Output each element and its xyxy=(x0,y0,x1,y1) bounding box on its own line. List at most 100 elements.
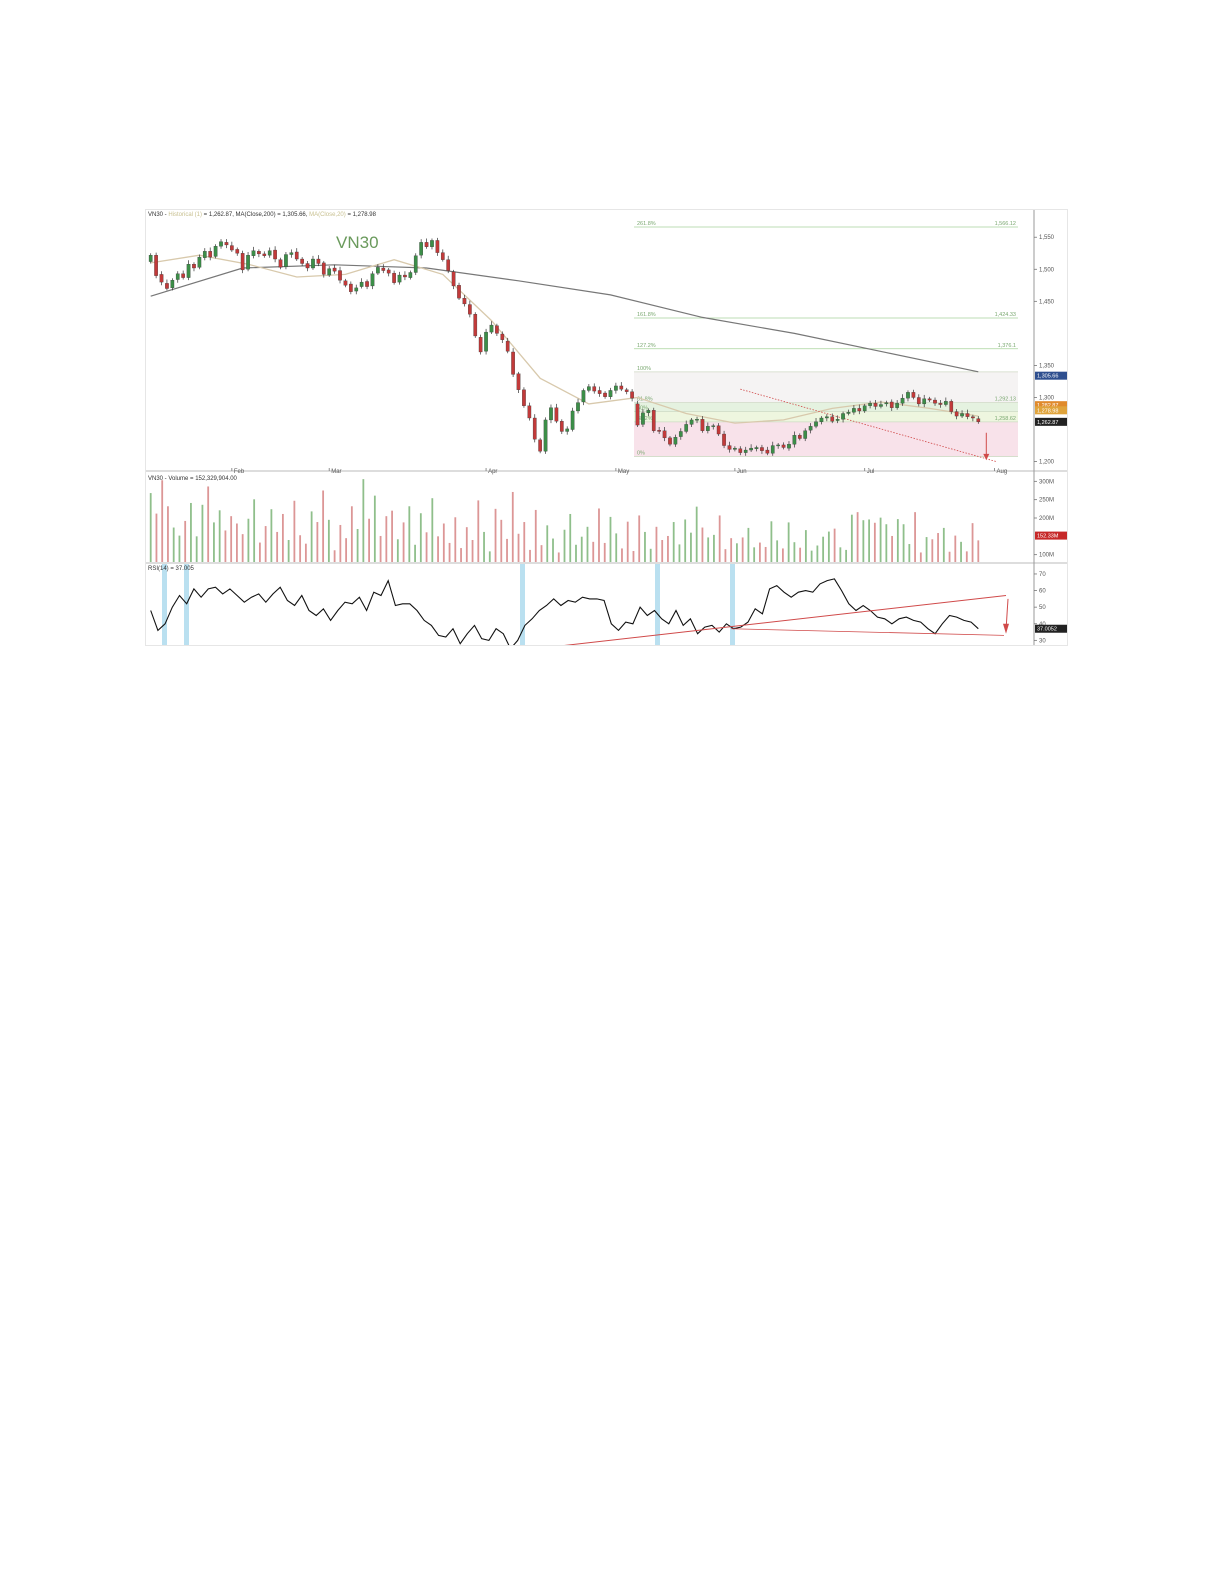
volume-bar xyxy=(759,542,761,562)
volume-bar xyxy=(201,504,204,562)
fib-level-label: 261.8% xyxy=(637,221,656,227)
candle xyxy=(933,399,937,404)
candle xyxy=(819,417,824,422)
volume-bar xyxy=(644,531,646,562)
fib-level-label: 0% xyxy=(637,450,645,456)
price-badge-label: 1,282.87 xyxy=(1037,403,1058,409)
legend-part: MA(Close,200) xyxy=(236,212,276,218)
y-tick-label: 1,350 xyxy=(1039,363,1055,369)
candle xyxy=(376,267,380,274)
volume-bar xyxy=(977,540,980,562)
price-badge xyxy=(1035,401,1067,410)
volume-bar xyxy=(333,550,336,562)
candle xyxy=(776,444,780,447)
volume-bar xyxy=(655,526,658,562)
candle xyxy=(787,444,791,449)
legend-part: MA(Close,20) xyxy=(309,212,346,218)
volume-bar xyxy=(873,522,876,562)
volume-bar xyxy=(517,533,520,562)
volume-bar xyxy=(396,539,399,562)
candle xyxy=(765,449,770,454)
volume-bar xyxy=(747,527,750,562)
vn30-chart: 261.8% 1,566.12 161.8% 1,424.33 127.2% 1,376.… xyxy=(145,209,1068,646)
candle xyxy=(716,425,721,435)
volume-bar xyxy=(552,538,554,562)
candle xyxy=(922,398,927,405)
candle xyxy=(760,447,764,451)
fib-zone xyxy=(634,421,1018,457)
volume-bar xyxy=(241,534,244,562)
volume-bar xyxy=(954,535,957,562)
candle xyxy=(316,258,321,264)
candle xyxy=(630,391,634,399)
candle xyxy=(478,337,483,353)
volume-bar xyxy=(649,548,652,562)
volume-bar xyxy=(776,540,779,562)
volume-bar xyxy=(827,531,830,562)
volume-bar xyxy=(736,543,738,562)
volume-bar xyxy=(224,530,227,562)
candle xyxy=(651,410,656,431)
candle xyxy=(570,410,575,430)
candle xyxy=(484,331,488,352)
fib-level-label: 161.8% xyxy=(637,312,656,318)
volume-bar xyxy=(287,540,290,562)
candle xyxy=(208,251,213,258)
rsi-arrow-head xyxy=(1003,623,1009,634)
chart-canvas: 261.8% 1,566.12 161.8% 1,424.33 127.2% 1,376.… xyxy=(146,210,1067,645)
volume-bar xyxy=(850,514,853,562)
volume-bar xyxy=(690,532,692,562)
volume-bar xyxy=(701,527,704,562)
volume-bar xyxy=(448,542,451,562)
rsi-badge xyxy=(1035,624,1067,633)
candle xyxy=(641,412,645,425)
volume-bar xyxy=(408,506,411,562)
candle xyxy=(938,403,943,405)
candle xyxy=(446,259,451,271)
volume-bar xyxy=(460,548,462,562)
candle xyxy=(559,421,564,432)
x-tick-label: May xyxy=(618,469,629,475)
candle xyxy=(413,255,418,273)
volume-bar xyxy=(304,543,307,562)
volume-bar xyxy=(402,522,405,562)
candle xyxy=(662,430,667,439)
candle xyxy=(706,426,710,431)
candle xyxy=(614,385,618,391)
candle xyxy=(327,268,332,276)
rsi-highlight xyxy=(520,564,525,645)
y-tick-label: 1,500 xyxy=(1039,267,1055,273)
candle xyxy=(695,419,699,421)
candle xyxy=(473,314,478,337)
candle xyxy=(311,258,315,269)
x-tick-label: Jul xyxy=(867,469,875,475)
candle xyxy=(332,267,337,272)
candle xyxy=(294,251,299,260)
fib-price-label: 1,566.12 xyxy=(995,221,1016,227)
candle xyxy=(835,419,840,421)
candle xyxy=(624,389,629,392)
x-tick-label: Aug xyxy=(997,469,1008,475)
volume-bar xyxy=(914,512,916,562)
volume-bar xyxy=(184,520,187,562)
candle xyxy=(359,281,364,287)
legend-part: VN30 - xyxy=(148,212,168,218)
candle xyxy=(954,411,959,417)
volume-bar xyxy=(810,550,813,562)
candle xyxy=(554,407,559,422)
volume-bar xyxy=(172,527,175,562)
candle xyxy=(830,416,835,422)
volume-bar xyxy=(264,526,267,562)
fib-level-label: 38.2% xyxy=(637,416,653,422)
rsi-trend-line xyxy=(564,595,1007,645)
volume-bar xyxy=(356,529,359,562)
candle xyxy=(219,241,223,247)
rsi-highlight xyxy=(162,564,167,645)
volume-bar xyxy=(557,552,560,562)
candle xyxy=(700,419,705,431)
x-tick-label: Feb xyxy=(234,469,245,475)
rsi-tick-label: 70 xyxy=(1039,572,1046,578)
candle xyxy=(516,373,521,390)
candle xyxy=(381,267,386,271)
candle xyxy=(489,324,494,333)
